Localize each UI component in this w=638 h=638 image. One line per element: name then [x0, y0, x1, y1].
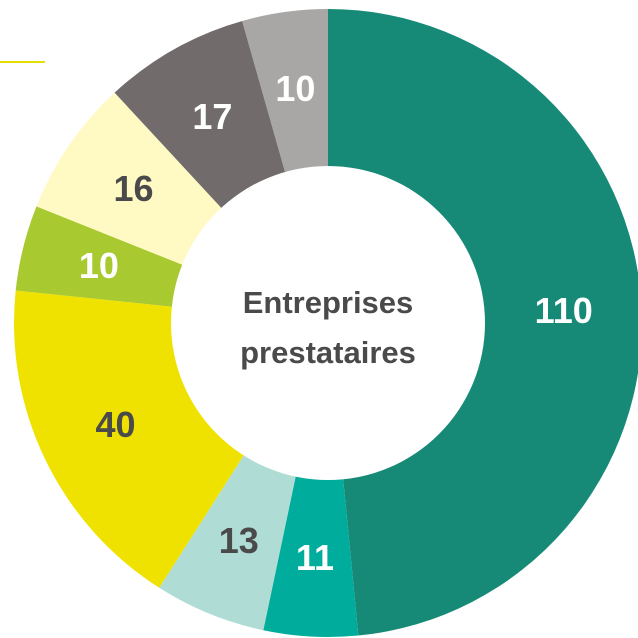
center-label: prestataires — [240, 335, 416, 370]
value-label: 10 — [275, 68, 315, 109]
value-label: 13 — [219, 520, 259, 561]
value-label: 110 — [535, 290, 593, 331]
value-label: 17 — [192, 96, 232, 137]
value-label: 11 — [296, 537, 334, 578]
value-label: 10 — [79, 245, 119, 286]
center-label: Entreprises — [243, 285, 414, 320]
value-label: 16 — [113, 168, 153, 209]
value-label: 40 — [95, 404, 135, 445]
donut-hole — [171, 166, 485, 480]
